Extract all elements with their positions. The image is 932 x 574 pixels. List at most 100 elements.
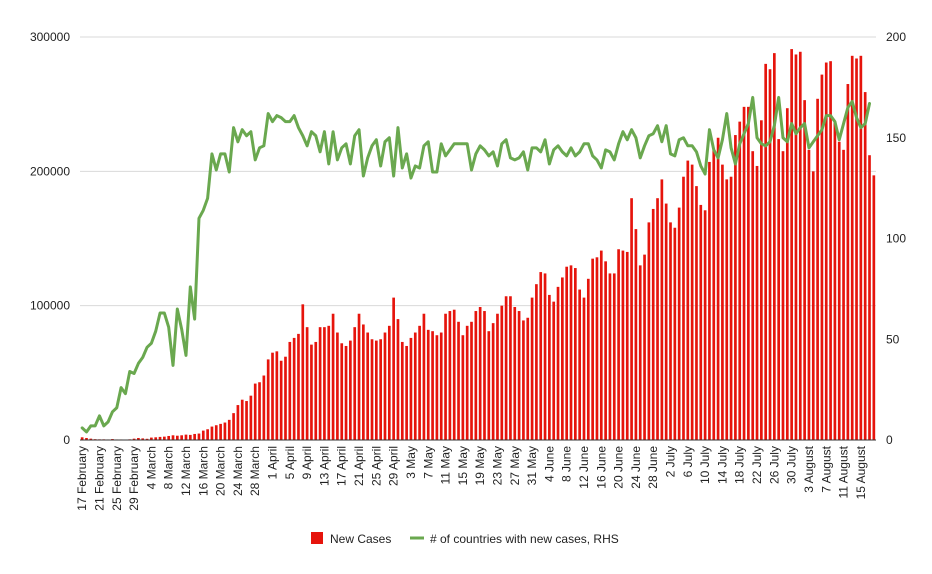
bar <box>275 351 279 440</box>
bar <box>738 121 742 440</box>
bar <box>236 405 240 440</box>
x-tick-label: 13 April <box>317 446 331 486</box>
bar <box>465 325 469 440</box>
bar <box>301 304 305 440</box>
x-tick-label: 21 February <box>92 446 106 511</box>
bar <box>621 250 625 440</box>
bar <box>379 339 382 440</box>
bar <box>375 340 378 440</box>
bar <box>690 164 694 440</box>
x-tick-label: 15 May <box>456 446 470 485</box>
bar <box>167 435 171 440</box>
x-tick-label: 15 August <box>854 445 868 499</box>
bar <box>210 426 214 440</box>
bar <box>755 165 759 440</box>
bar <box>132 438 136 440</box>
bar <box>833 121 837 440</box>
x-tick-label: 9 April <box>300 446 314 479</box>
bar <box>80 437 84 440</box>
bar <box>171 435 175 440</box>
y-tick-label-right: 100 <box>886 232 906 246</box>
bar <box>418 325 421 440</box>
x-tick-label: 8 March <box>162 446 176 489</box>
bar <box>703 210 707 440</box>
bar <box>387 325 391 440</box>
x-tick-label: 28 June <box>646 446 660 489</box>
bar <box>582 297 586 440</box>
bar <box>608 273 612 440</box>
x-tick-label: 3 August <box>802 445 816 492</box>
bar <box>617 249 620 440</box>
axes: 0 100000 200000 300000 0 50 100 150 200 17 Februa… <box>30 30 906 511</box>
bar-series-new-cases <box>80 49 876 441</box>
bar <box>383 332 387 440</box>
bar <box>85 437 88 440</box>
bar <box>794 54 798 441</box>
bar <box>297 333 300 440</box>
bar <box>193 433 196 440</box>
x-tick-label: 6 July <box>681 446 695 477</box>
bar <box>651 208 655 440</box>
y-tick-label-left: 0 <box>63 433 70 447</box>
bar <box>872 175 876 441</box>
bar <box>829 61 832 441</box>
bar <box>240 399 244 440</box>
bar <box>855 58 858 441</box>
x-tick-label: 23 May <box>490 446 504 485</box>
bar <box>266 359 270 440</box>
bar <box>284 356 287 440</box>
x-tick-label: 4 June <box>542 446 556 482</box>
bar <box>331 313 335 440</box>
bar <box>262 375 266 440</box>
bar <box>816 98 819 440</box>
bar <box>474 311 478 440</box>
bar <box>89 438 93 440</box>
bar <box>803 100 806 440</box>
bar <box>400 341 404 440</box>
bar <box>561 277 564 440</box>
bar <box>535 284 538 440</box>
bar <box>245 401 248 440</box>
x-tick-label: 24 June <box>629 446 643 489</box>
x-tick-label: 14 July <box>715 446 729 484</box>
x-tick-label: 29 April <box>387 446 401 486</box>
x-tick-label: 25 April <box>369 446 383 486</box>
bar <box>868 155 871 440</box>
bar <box>227 419 231 440</box>
bar <box>141 438 145 440</box>
bar <box>396 319 400 440</box>
x-tick-label: 18 July <box>733 446 747 484</box>
bar <box>846 84 850 441</box>
x-tick-label: 12 June <box>577 446 591 489</box>
bar <box>820 74 824 441</box>
x-tick-label: 25 February <box>110 446 124 511</box>
bar <box>158 436 162 440</box>
bar <box>483 311 486 440</box>
bar <box>777 139 780 440</box>
bar <box>785 108 789 440</box>
bar <box>353 327 357 440</box>
x-tick-label: 3 May <box>404 446 418 479</box>
bar <box>586 278 590 440</box>
bar <box>837 141 841 440</box>
bar <box>664 203 668 440</box>
x-tick-label: 30 July <box>785 446 799 484</box>
bar <box>431 331 434 440</box>
bar <box>279 360 283 440</box>
bar <box>292 337 296 440</box>
x-tick-label: 17 April <box>335 446 349 486</box>
bar <box>721 164 724 440</box>
bar <box>638 265 642 440</box>
x-tick-label: 5 April <box>283 446 297 479</box>
bar <box>422 313 426 440</box>
bar <box>154 437 158 440</box>
bar <box>682 176 685 440</box>
bar <box>686 160 690 440</box>
bar <box>634 229 638 440</box>
bar <box>578 289 581 440</box>
bar <box>798 51 802 440</box>
legend-swatch-new-cases <box>311 532 323 544</box>
y-tick-label-right: 200 <box>886 30 906 44</box>
bar <box>496 313 499 440</box>
bar <box>344 345 348 440</box>
